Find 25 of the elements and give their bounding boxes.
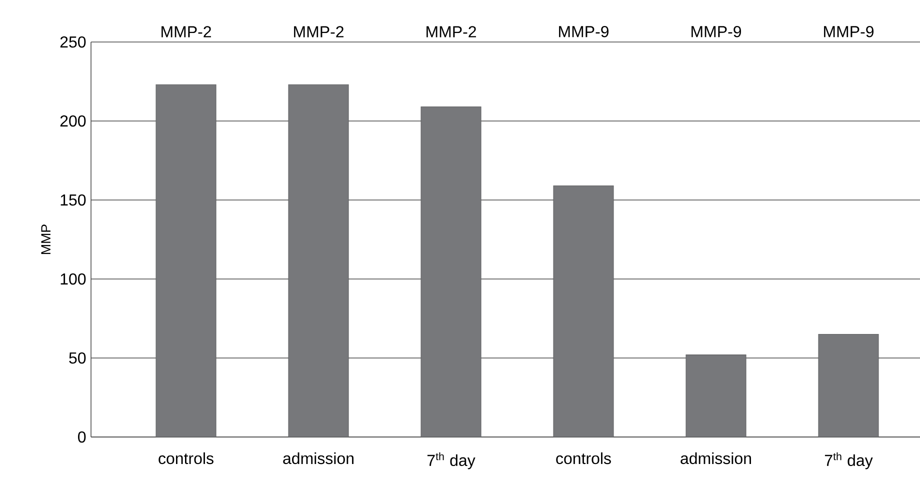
x-tick-label: admission bbox=[283, 452, 354, 464]
x-tick-label: 7$^{th}$ day bbox=[824, 452, 873, 470]
y-tick-label: 0 bbox=[78, 431, 86, 443]
text: MMP-9 bbox=[692, 26, 742, 38]
x-tick-label: 7$^{th}$ day bbox=[427, 452, 476, 470]
y-tick-label: 250 bbox=[60, 36, 86, 48]
bar bbox=[288, 84, 349, 438]
bar bbox=[686, 354, 746, 438]
y-tick-label: 150 bbox=[60, 194, 86, 206]
bar bbox=[420, 106, 482, 438]
y-tick-label: 200 bbox=[60, 115, 86, 127]
text: MMP-9 bbox=[559, 26, 609, 38]
text: MMP-9 bbox=[824, 26, 874, 38]
bar bbox=[156, 84, 216, 438]
y-axis-title: MMP bbox=[41, 224, 50, 254]
text: MMP-2 bbox=[162, 26, 211, 38]
bar bbox=[553, 186, 614, 438]
y-tick-label: 50 bbox=[69, 352, 86, 364]
bar bbox=[818, 334, 879, 438]
text: MMP-2 bbox=[294, 26, 344, 38]
x-tick-label: controls bbox=[158, 452, 214, 464]
x-tick-label: controls bbox=[556, 452, 611, 464]
text: MMP-2 bbox=[426, 26, 476, 38]
x-tick-label: admission bbox=[680, 452, 751, 464]
y-tick-label: 100 bbox=[60, 273, 86, 285]
